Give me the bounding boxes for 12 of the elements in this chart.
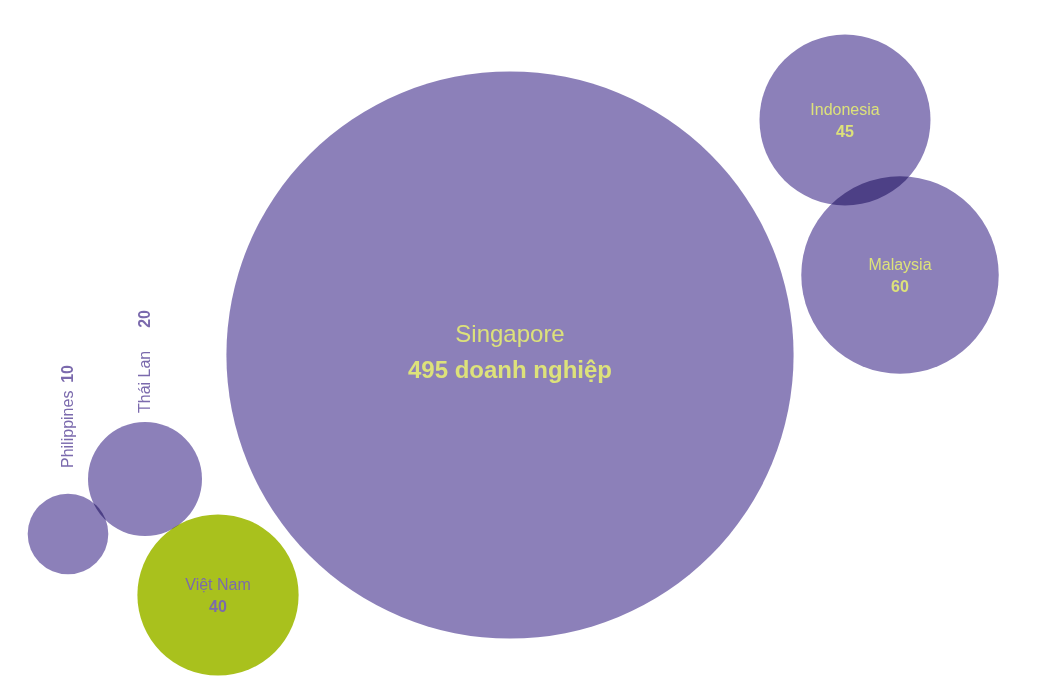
category-label: Indonesia	[810, 101, 880, 118]
data-label: 20	[136, 309, 153, 328]
data-label: 60	[891, 278, 909, 295]
category-label: Philippines	[59, 390, 76, 468]
data-label: 495 doanh nghiệp	[407, 356, 613, 383]
category-label: Malaysia	[868, 256, 932, 273]
category-label: Thái Lan	[136, 350, 153, 413]
category-label: Singapore	[455, 320, 565, 347]
category-label: Việt Nam	[185, 576, 251, 593]
data-label: 10	[59, 364, 76, 383]
data-label: 40	[209, 598, 227, 615]
data-label: 45	[836, 123, 854, 140]
